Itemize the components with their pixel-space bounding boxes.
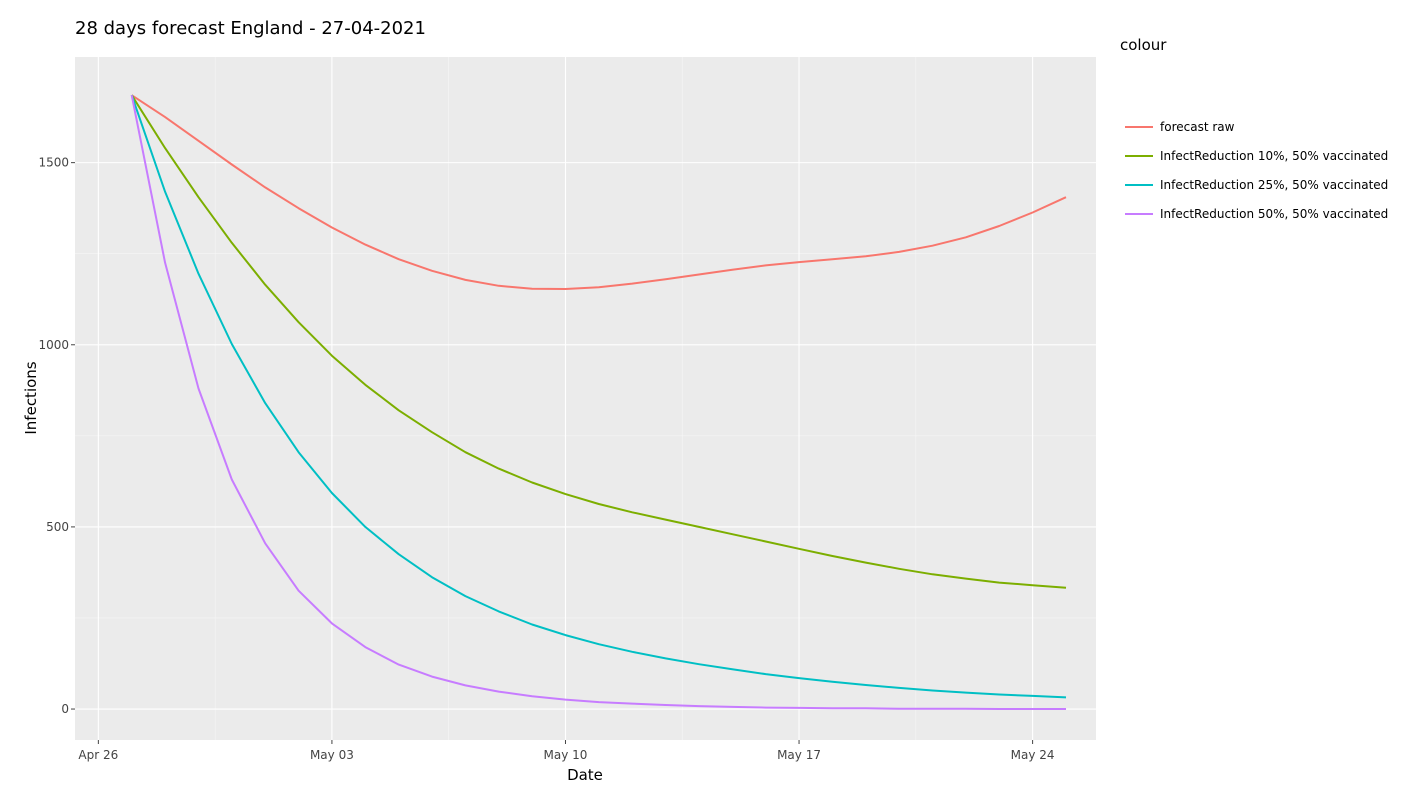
chart-title: 28 days forecast England - 27-04-2021 — [75, 18, 426, 39]
x-tick-label: May 24 — [1011, 748, 1055, 762]
series-lines — [130, 94, 1067, 710]
x-tick-label: May 03 — [310, 748, 354, 762]
x-axis-label: Date — [567, 766, 603, 784]
legend-swatch — [1125, 154, 1153, 157]
y-tick-label: 0 — [61, 702, 69, 716]
legend-item-3[interactable]: InfectReduction 25%, 50% vaccinated — [1120, 170, 1388, 199]
y-tick-label: 500 — [46, 520, 69, 534]
plot-background — [75, 57, 1096, 740]
legend-item-1[interactable]: forecast raw — [1120, 112, 1388, 141]
legend-label: InfectReduction 10%, 50% vaccinated — [1160, 148, 1389, 163]
series-line-1 — [131, 94, 1067, 290]
legend-swatch — [1125, 125, 1153, 128]
legend-label: InfectReduction 25%, 50% vaccinated — [1160, 177, 1389, 192]
y-tick-labels: 0 500 1000 1500 — [38, 156, 75, 716]
legend-item-4[interactable]: InfectReduction 50%, 50% vaccinated — [1120, 199, 1388, 228]
legend-label: InfectReduction 50%, 50% vaccinated — [1160, 206, 1389, 221]
x-tick-label: May 17 — [777, 748, 821, 762]
series-line-4 — [130, 95, 1066, 710]
legend-swatch — [1125, 183, 1153, 186]
series-line-3 — [130, 94, 1067, 699]
x-tick-labels: Apr 26 May 03 May 10 May 17 May 24 — [78, 740, 1055, 762]
legend: colour forecast raw InfectReduction 10%, … — [1120, 36, 1388, 228]
x-tick-label: Apr 26 — [78, 748, 118, 762]
x-tick-label: May 10 — [544, 748, 588, 762]
series-line-2 — [130, 94, 1067, 589]
legend-title: colour — [1120, 36, 1167, 54]
legend-item-2[interactable]: InfectReduction 10%, 50% vaccinated — [1120, 141, 1388, 170]
legend-swatch — [1125, 212, 1153, 215]
y-tick-label: 1500 — [38, 156, 69, 170]
y-tick-label: 1000 — [38, 338, 69, 352]
legend-items: forecast raw InfectReduction 10%, 50% vac… — [1120, 112, 1388, 228]
y-axis-label: Infections — [22, 361, 40, 434]
legend-label: forecast raw — [1160, 119, 1235, 134]
